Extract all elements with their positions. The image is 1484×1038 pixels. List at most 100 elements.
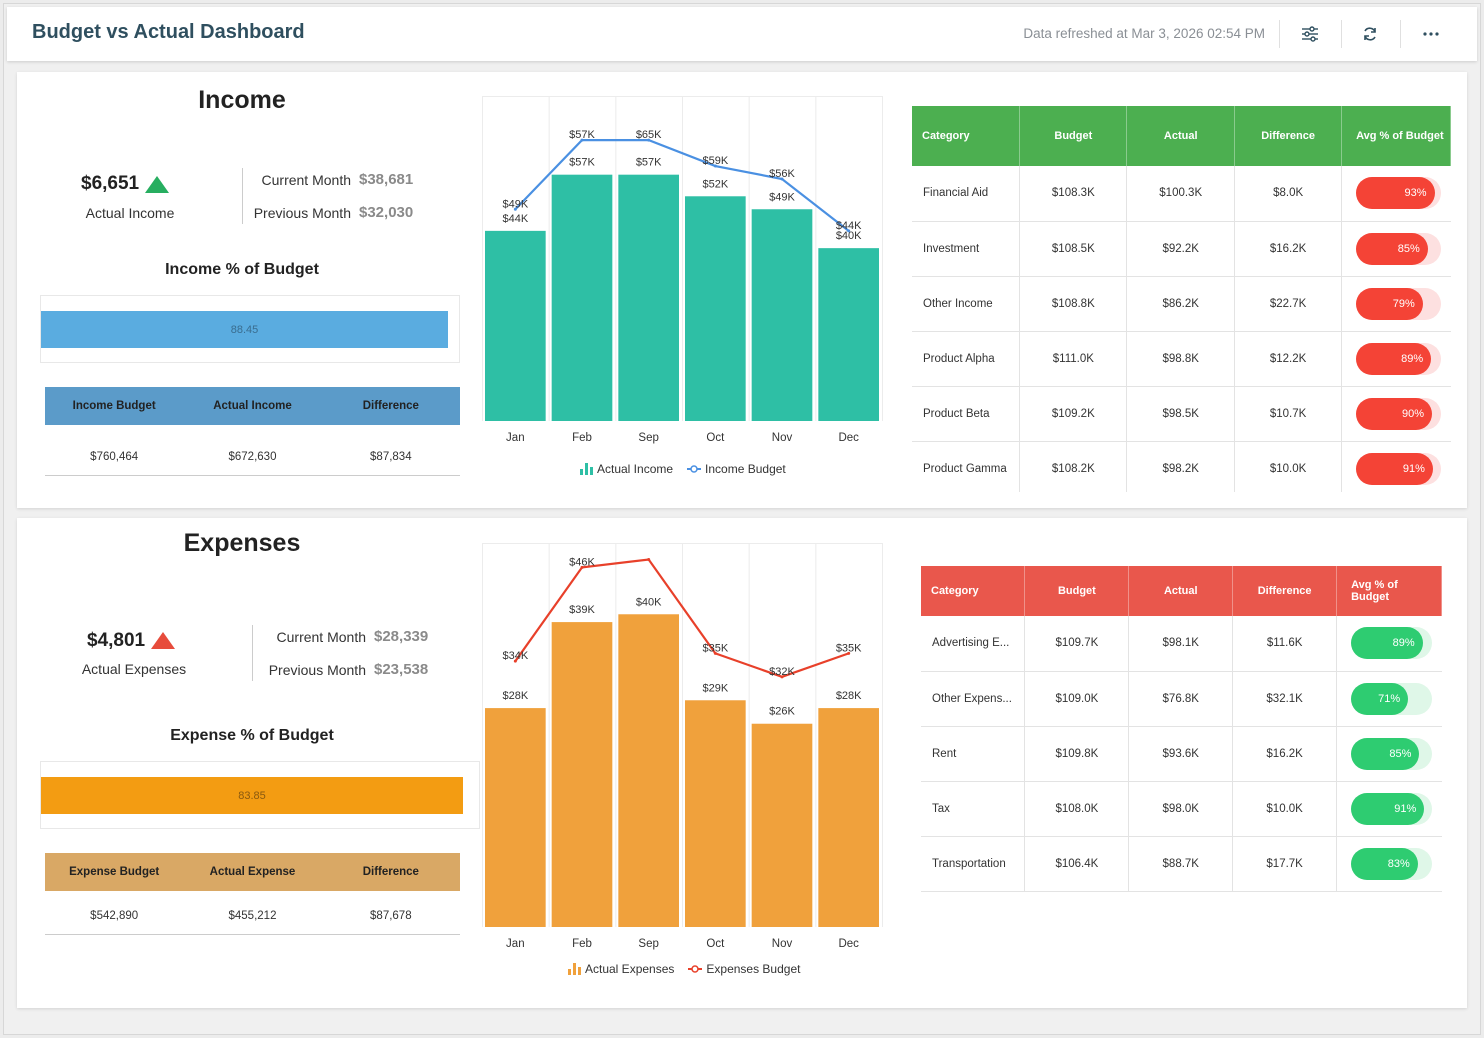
line-data-label: $59K	[702, 155, 728, 167]
legend-label: Actual Income	[597, 462, 674, 476]
pct-gauge-label: 85%	[1397, 242, 1420, 255]
budget-line	[514, 139, 850, 232]
bar-jan	[485, 708, 546, 927]
x-tick-label: Sep	[638, 432, 658, 444]
budget-point	[780, 177, 784, 181]
table-row[interactable]: Rent $109.8K $93.6K $16.2K 85%	[921, 726, 1442, 782]
legend-item-actual-income[interactable]: Actual Income	[580, 462, 673, 476]
cell-category: Financial Aid	[912, 166, 1021, 222]
table-row[interactable]: Advertising E... $109.7K $98.1K $11.6K 89%	[921, 616, 1442, 672]
table-row[interactable]: Other Income $108.8K $86.2K $22.7K 79%	[912, 276, 1451, 332]
x-tick-label: Feb	[572, 938, 592, 950]
income-previous-value: $32,030	[359, 204, 414, 221]
line-data-label: $44K	[836, 220, 862, 232]
budget-point	[847, 229, 851, 233]
cell-budget: $108.2K	[1019, 441, 1128, 492]
table-row[interactable]: Product Beta $109.2K $98.5K $10.7K 90%	[912, 386, 1451, 442]
expenses-pct-bar: 83.85	[41, 777, 463, 814]
line-data-label: $32K	[769, 666, 795, 678]
column-header[interactable]: Difference	[1234, 106, 1343, 166]
cell-difference: $16.2K	[1232, 726, 1338, 782]
cell-budget: $109.2K	[1019, 386, 1128, 442]
column-header[interactable]: Avg % of Budget	[1336, 566, 1442, 616]
expenses-chart-svg: $28K Jan $39K Feb $40K Sep $29K Oct $26K Nov $28K D…	[482, 543, 883, 950]
bar-chart-icon	[568, 963, 581, 975]
table-row[interactable]: Investment $108.5K $92.2K $16.2K 85%	[912, 221, 1451, 277]
cell-budget: $109.0K	[1024, 671, 1130, 727]
trend-up-icon	[145, 176, 169, 193]
x-tick-label: Sep	[638, 938, 658, 950]
bar-data-label: $39K	[569, 604, 595, 616]
cell-difference: $8.0K	[1234, 166, 1343, 222]
bar-data-label: $26K	[769, 706, 795, 718]
income-pct-container	[40, 295, 460, 363]
cell-actual: $100.3K	[1126, 166, 1236, 222]
bar-data-label: $49K	[769, 191, 795, 203]
filter-sliders-icon[interactable]	[1297, 21, 1323, 47]
table-header-row: Category Budget Actual Difference Avg % of B…	[912, 106, 1451, 166]
income-previous-label: Previous Month	[253, 205, 351, 221]
expenses-kpi-value: $4,801	[87, 630, 146, 651]
pct-gauge-label: 83%	[1387, 857, 1410, 870]
budget-point	[647, 558, 651, 562]
table-row[interactable]: Other Expens... $109.0K $76.8K $32.1K 71%	[921, 671, 1442, 727]
line-data-label: $65K	[636, 129, 662, 141]
line-data-label: $49K	[502, 198, 528, 210]
pct-gauge: 83%	[1351, 847, 1432, 880]
bar-nov	[751, 209, 813, 421]
table-row[interactable]: Product Gamma $108.2K $98.2K $10.0K 91%	[912, 441, 1451, 492]
table-row[interactable]: Financial Aid $108.3K $100.3K $8.0K 93%	[912, 166, 1451, 222]
legend-item-income-budget[interactable]: Income Budget	[687, 462, 786, 476]
line-marker-icon	[687, 465, 702, 473]
line-data-label: $34K	[502, 650, 528, 662]
cell-avg-pct: 85%	[1341, 221, 1451, 277]
table-row[interactable]: Tax $108.0K $98.0K $10.0K 91%	[921, 781, 1442, 837]
column-header[interactable]: Budget	[1024, 566, 1130, 616]
cell-category: Product Gamma	[912, 441, 1021, 492]
column-header[interactable]: Actual	[1126, 106, 1236, 166]
column-header[interactable]: Category	[912, 106, 1021, 166]
income-category-table-viewport[interactable]: Category Budget Actual Difference Avg % of B…	[912, 106, 1452, 492]
line-data-label: $46K	[569, 556, 595, 568]
column-header[interactable]: Avg % of Budget	[1341, 106, 1451, 166]
summary-actual-value: $672,630	[228, 450, 277, 463]
cell-actual: $98.5K	[1126, 386, 1236, 442]
column-header[interactable]: Actual	[1128, 566, 1234, 616]
column-header[interactable]: Budget	[1019, 106, 1128, 166]
expenses-previous-label: Previous Month	[268, 662, 366, 678]
more-icon[interactable]	[1418, 21, 1444, 47]
pct-gauge-fill: 89%	[1351, 627, 1423, 660]
cell-difference: $32.1K	[1232, 671, 1338, 727]
summary-header-budget: Expense Budget	[69, 866, 160, 878]
x-tick-label: Feb	[572, 432, 592, 444]
cell-difference: $22.7K	[1234, 276, 1343, 332]
bar-data-label: $44K	[502, 213, 528, 225]
cell-category: Investment	[912, 221, 1021, 277]
cell-difference: $10.0K	[1234, 441, 1343, 492]
x-tick-label: Jan	[506, 938, 525, 950]
table-row[interactable]: Product Alpha $111.0K $98.8K $12.2K 89%	[912, 331, 1451, 387]
pct-gauge-fill: 83%	[1351, 847, 1418, 880]
pct-gauge-fill: 93%	[1356, 177, 1435, 210]
pct-gauge-label: 93%	[1404, 187, 1427, 200]
cell-actual: $93.6K	[1128, 726, 1234, 782]
column-header[interactable]: Category	[921, 566, 1026, 616]
expenses-current-value: $28,339	[374, 628, 429, 645]
x-tick-label: Jan	[506, 432, 525, 444]
legend-item-actual-expenses[interactable]: Actual Expenses	[568, 962, 674, 976]
refresh-icon[interactable]	[1357, 21, 1383, 47]
column-header[interactable]: Difference	[1232, 566, 1338, 616]
cell-avg-pct: 93%	[1341, 166, 1451, 222]
pct-gauge: 90%	[1356, 397, 1441, 430]
pct-gauge-fill: 85%	[1356, 232, 1428, 265]
budget-point	[713, 164, 717, 168]
header-bar: Budget vs Actual Dashboard Data refreshe…	[7, 7, 1477, 61]
legend-item-expenses-budget[interactable]: Expenses Budget	[688, 962, 800, 976]
table-row[interactable]: Transportation $106.4K $88.7K $17.7K 83%	[921, 836, 1442, 892]
line-marker-icon	[688, 965, 703, 973]
cell-category: Product Alpha	[912, 331, 1021, 387]
line-data-label: $56K	[769, 168, 795, 180]
cell-category: Transportation	[921, 836, 1026, 892]
pct-gauge-label: 79%	[1392, 297, 1415, 310]
summary-difference-value: $87,834	[370, 450, 412, 463]
